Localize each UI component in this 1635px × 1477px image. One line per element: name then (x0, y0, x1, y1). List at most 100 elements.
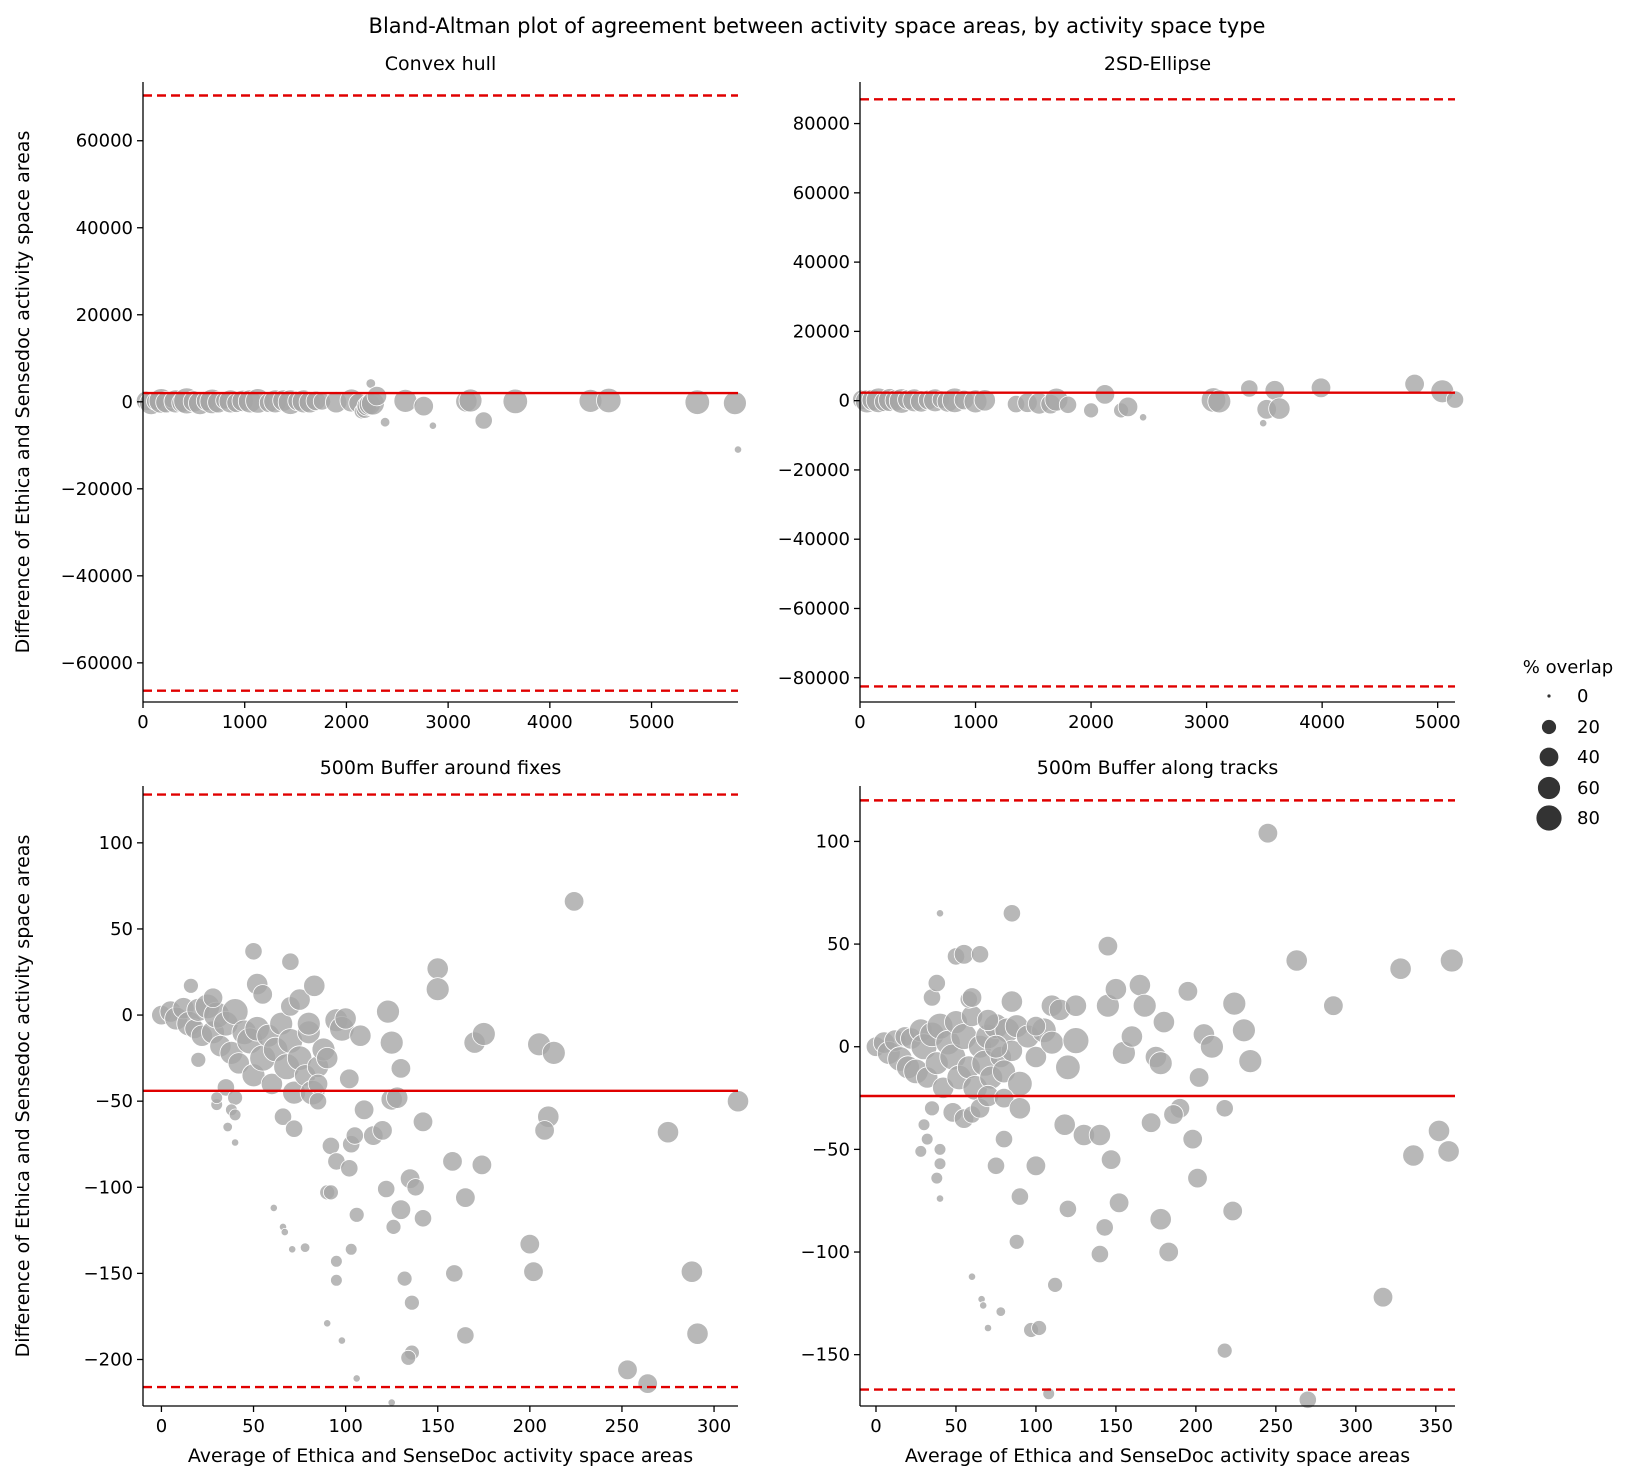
data-point (303, 974, 326, 997)
data-point (961, 987, 983, 1008)
data-point (1055, 1054, 1081, 1081)
data-point (1090, 1245, 1110, 1264)
data-point (428, 421, 437, 430)
data-point (425, 977, 450, 1002)
data-point (269, 1203, 278, 1213)
data-point (1058, 395, 1078, 414)
x-tick-label: 100 (1019, 1416, 1053, 1437)
data-point (348, 1206, 365, 1223)
x-tick-label: 250 (605, 1416, 639, 1437)
data-point (474, 411, 493, 430)
y-tick-label: −100 (84, 1177, 133, 1198)
x-tick-label: 100 (328, 1416, 362, 1437)
x-axis-label: Average of Ethica and SenseDoc activity … (905, 1445, 1410, 1467)
x-tick-label: 0 (870, 1416, 881, 1437)
data-point (390, 1058, 412, 1079)
data-point (1427, 1119, 1451, 1143)
y-tick-label: −80000 (778, 668, 850, 689)
data-point (1238, 1049, 1263, 1073)
x-tick-label: 300 (697, 1416, 731, 1437)
data-point (1108, 1192, 1130, 1214)
data-point (1240, 379, 1259, 398)
legend-marker (1538, 746, 1560, 768)
data-point (260, 1072, 283, 1096)
data-point (656, 1121, 680, 1144)
panel-2: 2SD-Ellipse −80000 −60000 −40000 −20000 0 2000… (778, 53, 1465, 733)
data-point (387, 1398, 396, 1407)
data-point (1437, 1140, 1460, 1163)
data-point (1298, 1390, 1317, 1409)
data-point (979, 1301, 988, 1310)
y-tick-label: −100 (801, 1242, 850, 1263)
data-point (386, 1086, 409, 1109)
data-point (1177, 981, 1199, 1002)
data-point (637, 1373, 658, 1394)
x-tick-label: 200 (513, 1416, 547, 1437)
data-point (1008, 1233, 1025, 1250)
legend-label: 40 (1577, 747, 1600, 768)
data-point (372, 1120, 393, 1141)
y-axis-label: Difference of Ethica and Sensedoc activi… (12, 131, 34, 654)
data-point (723, 391, 747, 416)
legend-marker (1546, 693, 1552, 699)
data-point (970, 945, 990, 964)
data-point (927, 973, 946, 993)
data-point (1207, 389, 1232, 414)
data-point (1389, 957, 1412, 980)
data-point (1372, 1286, 1394, 1308)
data-point (252, 984, 273, 1005)
data-point (337, 1336, 346, 1345)
data-point (967, 1272, 977, 1281)
data-point (339, 1068, 360, 1090)
x-tick-label: 0 (137, 712, 148, 733)
data-point (680, 1260, 704, 1283)
data-point (396, 1270, 413, 1287)
data-point (1047, 1277, 1063, 1293)
data-point (288, 988, 311, 1011)
data-point (1058, 1199, 1078, 1219)
data-point (296, 1011, 321, 1036)
data-point (686, 1322, 709, 1345)
data-point (442, 1151, 463, 1172)
data-point (534, 1120, 555, 1141)
data-point (344, 1243, 358, 1256)
data-point (733, 445, 743, 454)
data-point (917, 1118, 931, 1131)
data-point (1149, 1208, 1172, 1231)
data-point (519, 1233, 541, 1255)
data-point (330, 1274, 343, 1287)
data-point (935, 1194, 945, 1203)
legend-marker (1541, 719, 1557, 735)
x-tick-label: 50 (242, 1416, 265, 1437)
data-point (1064, 994, 1088, 1017)
data-point (299, 1242, 311, 1253)
legend-label: 0 (1577, 686, 1588, 707)
data-point (1002, 904, 1022, 923)
y-tick-label: −20000 (61, 479, 133, 500)
data-point (1310, 377, 1332, 399)
data-point (1402, 1144, 1425, 1167)
x-tick-label: 2000 (1068, 712, 1114, 733)
y-tick-label: 0 (122, 392, 133, 413)
data-point (280, 1228, 289, 1237)
data-point (684, 389, 711, 415)
data-point (924, 1100, 940, 1117)
x-tick-label: 0 (854, 712, 865, 733)
data-point (1200, 1034, 1224, 1059)
data-point (983, 1323, 993, 1333)
data-points (865, 823, 1464, 1409)
data-point (930, 1171, 944, 1185)
data-point (366, 385, 388, 407)
data-point (1062, 1027, 1090, 1054)
data-point (330, 1255, 343, 1268)
y-tick-label: 0 (122, 1005, 133, 1026)
data-point (1268, 397, 1291, 420)
data-point (1148, 1051, 1173, 1076)
panel-title: 500m Buffer along tracks (1037, 757, 1278, 779)
data-point (376, 999, 400, 1024)
data-point (1323, 995, 1344, 1016)
x-tick-label: 300 (1339, 1416, 1373, 1437)
y-tick-label: 60000 (793, 183, 850, 204)
data-point (458, 388, 483, 413)
